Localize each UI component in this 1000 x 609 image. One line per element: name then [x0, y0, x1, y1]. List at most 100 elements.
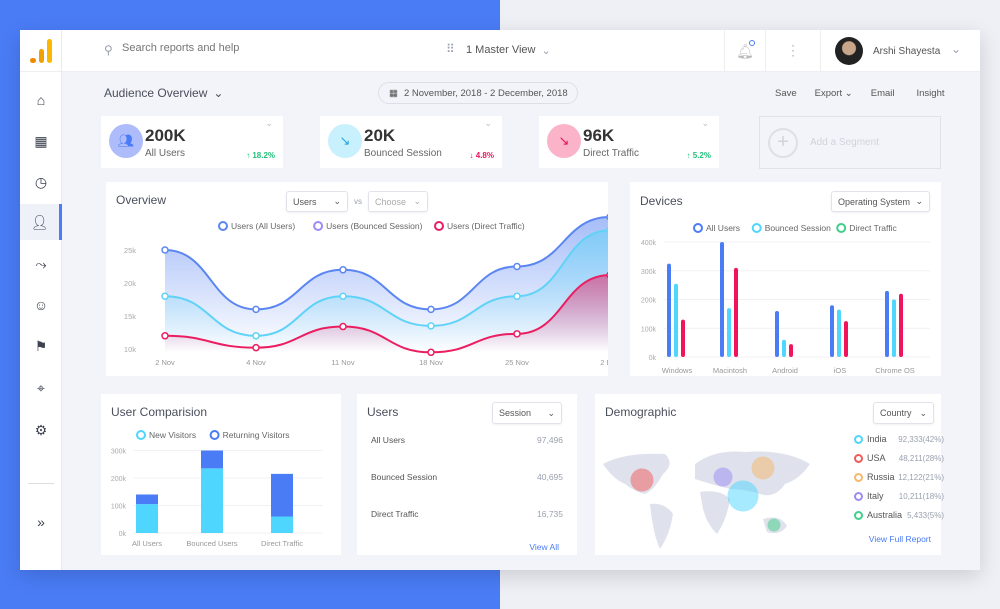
x-tick-label: 25 Nov	[505, 358, 529, 367]
stat-icon: ↘	[547, 124, 581, 158]
data-point	[252, 332, 260, 340]
row-value: 40,695	[537, 472, 563, 482]
sidebar-item-7[interactable]: ⌖	[20, 370, 62, 406]
series-line	[164, 274, 608, 354]
legend-marker	[751, 223, 762, 233]
sidebar-item-5[interactable]: ☺	[20, 287, 62, 323]
chevron-down-icon: ⌄	[213, 86, 224, 100]
page-title[interactable]: Audience Overview ⌄	[104, 86, 223, 100]
session-select[interactable]: Session ⌄	[492, 402, 562, 424]
share-flow-icon: ⤳	[35, 255, 47, 272]
bar	[667, 263, 671, 357]
legend-marker	[209, 430, 220, 440]
sidebar-item-8[interactable]: ⚙	[20, 412, 62, 448]
y-tick-label: 100k	[111, 504, 127, 511]
chevron-down-icon: ⌄	[951, 42, 962, 56]
stat-change: ↑ 18.2%	[246, 151, 275, 160]
metric-select[interactable]: Users ⌄	[286, 191, 348, 212]
y-tick-label: 200k	[641, 298, 657, 305]
sidebar-item-4[interactable]: ⤳	[20, 246, 62, 282]
table-row: Bounced Session 40,695	[371, 472, 563, 482]
country-select[interactable]: Country ⌄	[873, 402, 934, 424]
stat-card[interactable]: ↘ 96K Direct Traffic ↑ 5.2% ⌄	[539, 116, 719, 168]
chevron-down-icon[interactable]: ⌄	[484, 118, 492, 128]
view-full-report-link[interactable]: View Full Report	[868, 534, 931, 544]
sidebar-item-1[interactable]: ▦	[20, 123, 62, 159]
gear-icon: ⚙	[34, 421, 48, 438]
data-point	[252, 305, 260, 314]
chevron-down-icon: ⌄	[333, 196, 341, 206]
bar	[775, 311, 779, 357]
sidebar-item-6[interactable]: ⚑	[20, 328, 62, 364]
bar-segment	[201, 450, 223, 469]
email-button[interactable]: Email	[870, 88, 895, 99]
view-all-link[interactable]: View All	[529, 542, 559, 552]
search-input[interactable]	[122, 42, 372, 54]
series-area	[165, 275, 608, 353]
x-tick-label: 2 Nov	[155, 358, 175, 367]
os-select[interactable]: Operating System ⌄	[831, 191, 930, 212]
data-point	[339, 322, 347, 331]
x-tick-label: Direct Traffic	[261, 539, 303, 548]
y-tick-label: 20k	[124, 279, 136, 288]
add-segment-button[interactable]: + Add a Segment	[759, 116, 941, 169]
bar	[837, 309, 841, 357]
notification-bell-icon[interactable]: 🔔︎	[724, 30, 766, 72]
legend-marker	[434, 221, 444, 231]
legend-label: All Users	[706, 223, 740, 233]
chevron-down-icon[interactable]: ⌄	[701, 118, 709, 128]
data-point	[161, 332, 169, 340]
bar	[830, 305, 834, 357]
table-row: All Users 97,496	[371, 435, 563, 445]
export-button[interactable]: Export ⌄	[814, 88, 853, 99]
data-point	[513, 262, 521, 271]
expand-icon: »	[37, 514, 45, 530]
sidebar-item-2[interactable]: ◷	[20, 164, 62, 200]
stat-change: ↑ 5.2%	[686, 151, 711, 160]
stat-change: ↓ 4.8%	[469, 151, 494, 160]
x-tick-label: 4 Nov	[246, 358, 266, 367]
stat-card[interactable]: ↘ 20K Bounced Session ↓ 4.8% ⌄	[320, 116, 502, 168]
sidebar-item-3[interactable]: 👤︎	[20, 204, 62, 240]
table-row: Direct Traffic 16,735	[371, 509, 563, 519]
bar	[892, 299, 896, 357]
search-icon: ⚲	[104, 43, 113, 57]
country-row: India 92,333(42%)	[854, 434, 944, 444]
chevron-down-icon: ⌄	[915, 196, 923, 206]
legend-label: Users (Bounced Session)	[326, 221, 423, 231]
country-row: USA 48,211(28%)	[854, 453, 944, 463]
legend-marker	[136, 430, 146, 440]
bar	[885, 290, 889, 357]
bar	[734, 267, 738, 357]
devices-chart: All Users Bounced Session Direct Traffic 0k…	[641, 223, 930, 375]
insight-button[interactable]: Insight	[916, 88, 945, 99]
bar-segment	[136, 504, 158, 533]
more-vertical-icon[interactable]: ⋮	[786, 42, 800, 58]
view-selector[interactable]: 1 Master View ⌄	[466, 44, 551, 57]
legend-marker	[218, 221, 228, 231]
chevron-down-icon[interactable]: ⌄	[265, 118, 273, 128]
save-button[interactable]: Save	[775, 88, 797, 99]
chevron-down-icon: ⌄	[541, 45, 551, 57]
y-tick-label: 15k	[124, 312, 136, 321]
compare-select[interactable]: Choose ⌄	[368, 191, 428, 212]
add-segment-label: Add a Segment	[810, 137, 879, 148]
chevron-down-icon: ⌄	[413, 196, 421, 206]
sidebar-item-9[interactable]: »	[20, 504, 62, 540]
legend-label: Direct Traffic	[849, 223, 897, 233]
user-menu[interactable]: Arshi Shayesta ⌄	[820, 30, 980, 72]
data-point	[161, 292, 169, 300]
date-range-text: 2 November, 2018 - 2 December, 2018	[403, 87, 568, 99]
stat-label: Direct Traffic	[583, 148, 639, 159]
data-point	[513, 330, 521, 338]
data-point	[427, 305, 435, 314]
sidebar-item-0[interactable]: ⌂	[20, 82, 62, 118]
x-tick-label: 18 Nov	[419, 358, 443, 367]
country-value: 10,211(18%)	[898, 491, 944, 501]
target-icon: ⌖	[37, 379, 45, 396]
country-value: 92,333(42%)	[898, 434, 944, 444]
users-card: Users Session ⌄ All Users 97,496 Bounced Se…	[357, 394, 577, 555]
stat-card[interactable]: 👥︎ 200K All Users ↑ 18.2% ⌄	[101, 116, 283, 168]
date-range-picker[interactable]: ▦ 2 November, 2018 - 2 December, 2018	[378, 82, 578, 104]
country-name: USA	[867, 453, 886, 463]
